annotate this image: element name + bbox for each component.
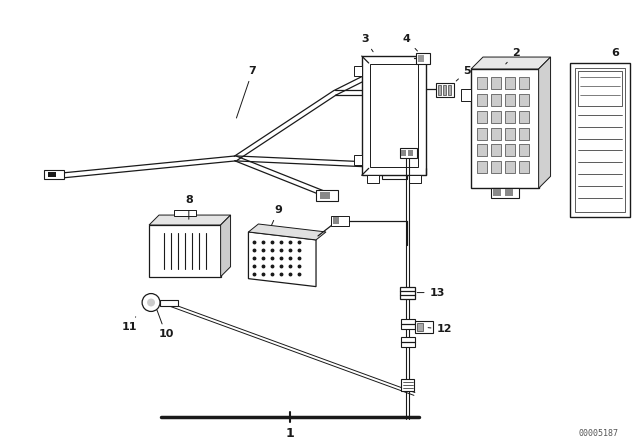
Bar	[399, 148, 417, 159]
Bar	[505, 161, 515, 173]
Bar	[320, 192, 330, 199]
Bar	[415, 321, 433, 333]
Bar	[401, 319, 415, 329]
Bar	[477, 94, 487, 106]
Bar	[370, 64, 419, 168]
Bar	[505, 94, 515, 106]
Bar	[354, 66, 362, 76]
Bar	[493, 189, 501, 196]
Bar	[491, 111, 501, 123]
Bar	[477, 128, 487, 139]
Bar	[401, 337, 415, 347]
Text: 12: 12	[428, 324, 452, 334]
Bar	[477, 77, 487, 89]
Text: 10: 10	[157, 310, 173, 339]
Bar	[448, 85, 451, 95]
Polygon shape	[248, 224, 326, 240]
Text: 4: 4	[403, 34, 417, 51]
Bar	[401, 151, 406, 156]
Bar	[417, 323, 423, 332]
Text: 3: 3	[361, 34, 373, 52]
Bar	[579, 71, 622, 106]
Bar	[519, 111, 529, 123]
Polygon shape	[471, 57, 550, 69]
Text: 1: 1	[286, 427, 294, 440]
Bar	[419, 55, 424, 62]
Text: 7: 7	[236, 66, 256, 118]
Bar	[401, 379, 415, 391]
Bar	[408, 151, 413, 156]
Polygon shape	[248, 232, 316, 287]
Bar	[367, 175, 379, 183]
Bar	[491, 77, 501, 89]
Bar	[519, 77, 529, 89]
Bar	[354, 155, 362, 165]
Circle shape	[142, 293, 160, 311]
Text: 8: 8	[185, 195, 193, 219]
Polygon shape	[221, 215, 230, 277]
Bar	[48, 172, 56, 177]
Bar	[394, 160, 397, 165]
Bar	[491, 128, 501, 139]
Bar	[575, 68, 625, 212]
Bar	[316, 190, 338, 201]
Bar	[505, 189, 513, 196]
Bar	[438, 85, 441, 95]
Bar	[471, 69, 539, 188]
Bar	[505, 77, 515, 89]
Bar	[491, 161, 501, 173]
Circle shape	[147, 298, 155, 306]
Text: 11: 11	[122, 317, 137, 332]
Text: 2: 2	[506, 48, 520, 64]
Bar	[331, 216, 349, 226]
Bar	[477, 111, 487, 123]
Bar	[519, 94, 529, 106]
Bar	[519, 161, 529, 173]
Bar	[388, 160, 392, 165]
Bar	[436, 83, 454, 97]
Bar	[381, 173, 408, 179]
Bar	[519, 128, 529, 139]
Text: 13: 13	[417, 288, 445, 297]
Bar	[383, 160, 387, 165]
Bar	[505, 111, 515, 123]
Bar	[491, 188, 519, 198]
Bar	[477, 145, 487, 156]
Polygon shape	[149, 215, 230, 225]
Polygon shape	[539, 57, 550, 188]
Bar	[461, 89, 471, 101]
Bar	[333, 217, 339, 224]
Bar	[399, 160, 401, 165]
Bar	[401, 287, 415, 298]
Bar	[417, 53, 430, 64]
Bar	[491, 145, 501, 156]
Bar	[372, 69, 387, 80]
Bar	[505, 128, 515, 139]
Bar	[381, 159, 408, 173]
Text: 00005187: 00005187	[579, 429, 618, 438]
Text: 5: 5	[456, 66, 471, 81]
Bar	[519, 145, 529, 156]
Text: 6: 6	[611, 48, 619, 58]
Bar	[374, 71, 381, 78]
Bar	[160, 300, 178, 306]
Bar	[410, 175, 421, 183]
Bar	[174, 210, 196, 216]
Bar	[477, 161, 487, 173]
Bar	[491, 94, 501, 106]
Bar	[44, 170, 63, 179]
Text: 9: 9	[271, 205, 282, 225]
Bar	[149, 225, 221, 277]
Bar	[505, 145, 515, 156]
Bar	[570, 63, 630, 217]
Bar	[444, 85, 446, 95]
Bar	[362, 56, 426, 175]
